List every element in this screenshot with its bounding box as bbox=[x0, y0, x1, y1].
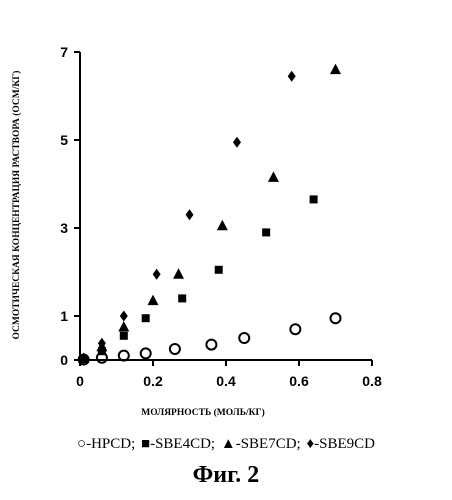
data-point-sbe9cd-4 bbox=[152, 268, 161, 280]
data-point-sbe4cd-4 bbox=[141, 314, 150, 323]
x-tick-label: 0.4 bbox=[216, 373, 236, 389]
legend-label: -SBE7CD; bbox=[235, 436, 301, 452]
figure-caption: Фиг. 2 bbox=[192, 462, 260, 488]
legend: ○-HPCD; ■-SBE4CD; ▲-SBE7CD; ♦-SBE9CD bbox=[0, 436, 452, 453]
legend-label: -SBE4CD; bbox=[150, 436, 216, 452]
scatter-chart: ОСМОТИЧЕСКАЯ КОНЦЕНТРАЦИЯ РАСТВОРА (ОСМ/… bbox=[11, 44, 382, 418]
data-points bbox=[77, 63, 342, 366]
data-point-hpcd-9 bbox=[329, 312, 342, 325]
series-sbe7cd bbox=[78, 63, 341, 364]
data-point-sbe4cd-8 bbox=[309, 195, 318, 204]
data-point-sbe9cd-7 bbox=[287, 70, 296, 82]
x-tick-label: 0.2 bbox=[143, 373, 163, 389]
data-point-sbe9cd-1 bbox=[79, 352, 88, 364]
y-axis-label: ОСМОТИЧЕСКАЯ КОНЦЕНТРАЦИЯ РАСТВОРА (ОСМ/… bbox=[11, 71, 22, 340]
data-point-sbe7cd-7 bbox=[267, 171, 279, 182]
y-tick-label: 7 bbox=[60, 44, 68, 60]
data-point-sbe7cd-8 bbox=[330, 63, 341, 75]
open-circle-icon: ○ bbox=[77, 436, 87, 452]
x-tick-label: 0.6 bbox=[289, 373, 309, 389]
data-point-sbe9cd-3 bbox=[119, 310, 128, 322]
data-point-sbe9cd-2 bbox=[97, 337, 106, 349]
legend-entry-sbe4cd: ■-SBE4CD; bbox=[141, 436, 215, 452]
data-point-hpcd-4 bbox=[139, 347, 152, 360]
data-point-sbe7cd-3 bbox=[118, 321, 130, 332]
data-point-sbe4cd-3 bbox=[119, 331, 128, 340]
data-point-sbe4cd-5 bbox=[178, 294, 187, 303]
data-point-sbe4cd-6 bbox=[214, 265, 223, 274]
data-point-sbe4cd-7 bbox=[262, 228, 271, 237]
x-tick-label: 0 bbox=[76, 373, 84, 389]
legend-entry-hpcd: ○-HPCD; bbox=[77, 436, 135, 452]
y-tick-label: 1 bbox=[60, 308, 68, 324]
x-tick-label: 0.8 bbox=[362, 373, 382, 389]
data-point-hpcd-7 bbox=[238, 332, 251, 344]
y-tick-label: 5 bbox=[60, 132, 68, 148]
filled-diamond-icon: ♦ bbox=[306, 436, 315, 452]
data-point-hpcd-5 bbox=[168, 343, 181, 355]
series-sbe9cd bbox=[79, 70, 296, 364]
data-point-sbe9cd-5 bbox=[185, 209, 194, 221]
y-tick-label: 0 bbox=[60, 352, 68, 368]
series-hpcd bbox=[77, 312, 342, 366]
series-sbe4cd bbox=[79, 195, 318, 364]
legend-entry-sbe7cd: ▲-SBE7CD; bbox=[221, 436, 301, 452]
y-tick-label: 3 bbox=[60, 220, 68, 236]
legend-label: -HPCD; bbox=[86, 436, 136, 452]
data-point-sbe7cd-4 bbox=[147, 294, 159, 306]
data-point-sbe9cd-6 bbox=[232, 136, 241, 148]
legend-label: -SBE9CD bbox=[314, 436, 375, 452]
axes: 0 1 3 5 7 0 0.2 0.4 0.6 0.8 bbox=[60, 44, 382, 389]
data-point-hpcd-8 bbox=[289, 323, 302, 336]
x-axis-label: МОЛЯРНОСТЬ (МОЛЬ/КГ) bbox=[141, 407, 265, 418]
filled-square-icon: ■ bbox=[141, 436, 151, 452]
data-point-hpcd-6 bbox=[205, 338, 218, 351]
filled-triangle-icon: ▲ bbox=[220, 436, 236, 452]
data-point-hpcd-3 bbox=[117, 349, 130, 362]
data-point-sbe7cd-5 bbox=[173, 268, 185, 279]
legend-entry-sbe9cd: ♦-SBE9CD bbox=[306, 436, 375, 452]
data-point-sbe7cd-6 bbox=[216, 219, 228, 231]
